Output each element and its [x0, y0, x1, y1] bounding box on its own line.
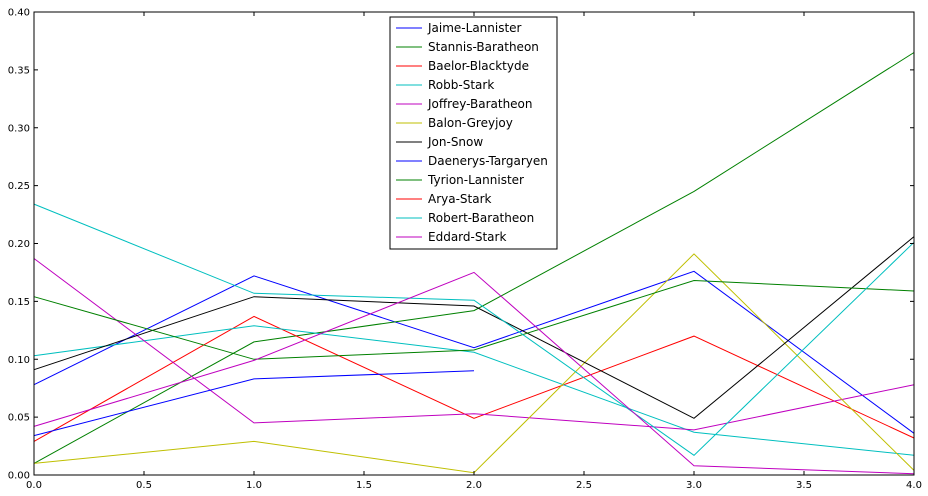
series-line-robb-stark: [33, 325, 915, 456]
legend-label: Stannis-Baratheon: [428, 40, 539, 54]
series-line-balon-greyjoy: [33, 253, 915, 474]
y-tick-label: 0.05: [8, 413, 30, 424]
legend: Jaime-Lannister Stannis-Baratheon Baelor-B…: [389, 16, 558, 250]
series-line-daenerys-targaryen: [33, 370, 475, 437]
series-line-baelor-blacktyde: [33, 315, 915, 442]
y-tick-label: 0.20: [8, 239, 30, 250]
legend-label: Tyrion-Lannister: [427, 173, 524, 187]
x-axis: 0.0 0.5 1.0 1.5 2.0 2.5 3.0 3.5 4.0: [26, 12, 922, 491]
legend-label: Balon-Greyjoy: [428, 116, 513, 130]
y-tick-label: 0.00: [8, 471, 30, 482]
series-line-eddard-stark: [33, 271, 915, 475]
y-tick-label: 0.40: [8, 8, 30, 19]
legend-label: Jaime-Lannister: [427, 21, 522, 35]
x-tick-label: 3.5: [796, 480, 812, 491]
legend-label: Eddard-Stark: [428, 230, 506, 244]
x-tick-label: 1.0: [246, 480, 262, 491]
series-line-robert-baratheon: [33, 203, 915, 456]
y-tick-label: 0.15: [8, 297, 30, 308]
x-tick-label: 1.5: [356, 480, 372, 491]
legend-label: Joffrey-Baratheon: [427, 97, 533, 111]
x-tick-label: 3.0: [686, 480, 702, 491]
legend-label: Jon-Snow: [427, 135, 483, 149]
y-tick-label: 0.10: [8, 355, 30, 366]
y-tick-label: 0.30: [8, 123, 30, 134]
x-tick-label: 2.5: [576, 480, 592, 491]
legend-box: [389, 16, 558, 250]
series-line-joffrey-baratheon: [33, 258, 915, 431]
legend-label: Robert-Baratheon: [428, 211, 534, 225]
x-tick-label: 2.0: [466, 480, 482, 491]
legend-label: Robb-Stark: [428, 78, 494, 92]
legend-label: Baelor-Blacktyde: [428, 59, 529, 73]
x-tick-label: 4.0: [906, 480, 922, 491]
y-tick-label: 0.35: [8, 65, 30, 76]
legend-label: Daenerys-Targaryen: [428, 154, 548, 168]
y-axis: 0.00 0.05 0.10 0.15 0.20 0.25 0.30 0.35 0.40: [8, 8, 914, 482]
series-line-tyrion-lannister: [33, 279, 915, 360]
series-line-jon-snow: [33, 236, 915, 419]
x-tick-label: 0.0: [26, 480, 42, 491]
y-tick-label: 0.25: [8, 181, 30, 192]
legend-label: Arya-Stark: [428, 192, 492, 206]
series-line-jaime-lannister: [33, 270, 915, 434]
x-tick-label: 0.5: [136, 480, 152, 491]
